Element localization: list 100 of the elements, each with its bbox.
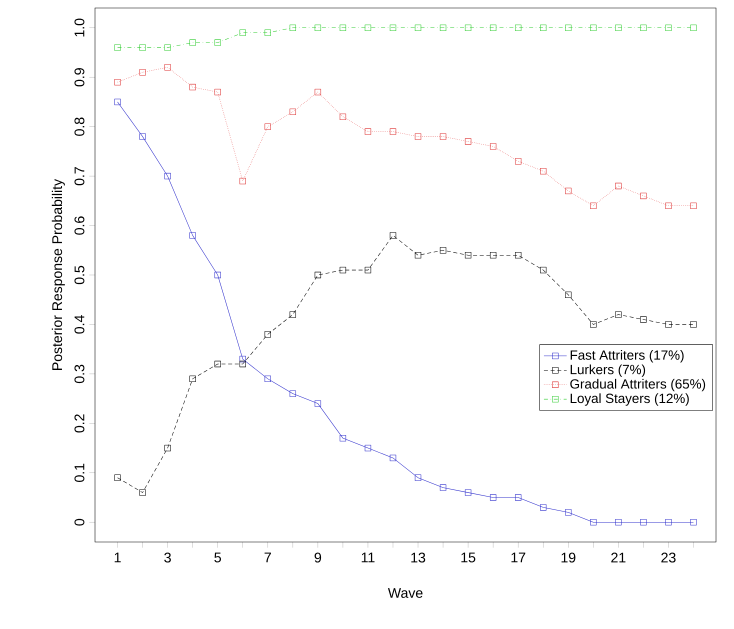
point xyxy=(290,108,296,116)
point xyxy=(464,489,472,496)
point xyxy=(540,504,546,511)
point xyxy=(590,519,597,526)
point xyxy=(690,321,697,328)
point xyxy=(640,192,647,200)
point xyxy=(314,24,322,31)
point xyxy=(514,24,522,31)
point xyxy=(214,272,221,278)
point xyxy=(290,24,296,31)
y-tick-label: 0 xyxy=(74,518,84,526)
point xyxy=(440,133,446,140)
point xyxy=(565,292,572,298)
point xyxy=(364,24,372,31)
point xyxy=(390,454,396,462)
y-tick-label: 0.2 xyxy=(74,414,84,433)
point xyxy=(189,232,196,239)
point xyxy=(414,252,422,258)
point xyxy=(490,494,496,501)
point xyxy=(565,509,572,516)
x-tick-label: 23 xyxy=(661,552,676,563)
point xyxy=(240,30,246,36)
point xyxy=(490,24,496,31)
point xyxy=(340,24,346,31)
point xyxy=(364,128,372,135)
point xyxy=(214,88,221,96)
point xyxy=(464,24,472,31)
point xyxy=(565,24,572,31)
point xyxy=(264,30,271,36)
point xyxy=(665,24,672,31)
point xyxy=(665,321,672,328)
x-tick-label: 1 xyxy=(114,552,121,562)
point xyxy=(615,24,622,31)
point xyxy=(540,266,546,274)
point xyxy=(440,247,446,254)
y-axis-title: Posterior Response Probability xyxy=(52,178,65,370)
point xyxy=(164,172,171,180)
legend-label: Loyal Stayers (12%) xyxy=(570,393,689,406)
point xyxy=(164,444,171,452)
point xyxy=(440,484,446,491)
point xyxy=(590,24,597,31)
point xyxy=(314,272,322,278)
x-tick-label: 13 xyxy=(411,552,426,563)
point xyxy=(514,158,522,164)
x-tick-label: 11 xyxy=(362,552,375,562)
point xyxy=(464,138,472,145)
point xyxy=(390,232,396,239)
point xyxy=(414,24,422,31)
point xyxy=(314,400,322,407)
point xyxy=(490,252,496,258)
x-tick-label: 7 xyxy=(264,552,271,562)
point xyxy=(514,494,522,501)
point xyxy=(139,133,146,140)
point xyxy=(690,519,697,526)
point xyxy=(340,266,346,274)
legend-label: Fast Attriters (17%) xyxy=(570,350,684,362)
point xyxy=(414,474,422,481)
point xyxy=(114,78,121,86)
point xyxy=(264,331,271,338)
point xyxy=(540,24,546,31)
point xyxy=(490,143,496,150)
point xyxy=(364,444,372,452)
point xyxy=(214,39,221,46)
point xyxy=(690,202,697,209)
x-tick-label: 17 xyxy=(511,552,526,562)
y-tick-label: 0.6 xyxy=(74,216,84,235)
x-axis-title: Wave xyxy=(388,588,423,598)
point xyxy=(364,266,372,274)
y-tick-label: 0.3 xyxy=(74,364,84,384)
legend-label: Gradual Attriters (65%) xyxy=(570,378,706,392)
point xyxy=(139,69,146,76)
point xyxy=(590,321,597,328)
point xyxy=(665,519,672,526)
point xyxy=(164,44,171,51)
point xyxy=(615,519,622,526)
point xyxy=(340,434,346,442)
point xyxy=(214,360,221,368)
point xyxy=(189,39,196,46)
point xyxy=(164,64,171,71)
point xyxy=(615,311,622,318)
y-tick-label: 0.1 xyxy=(74,464,84,482)
point xyxy=(615,182,622,190)
point xyxy=(114,44,121,51)
y-tick-label: 0.5 xyxy=(74,266,84,284)
x-tick-label: 9 xyxy=(314,552,322,563)
legend-label: Lurkers (7%) xyxy=(570,364,646,377)
point xyxy=(139,489,146,496)
point xyxy=(264,123,271,130)
x-tick-label: 21 xyxy=(611,552,626,562)
point xyxy=(290,311,296,318)
point xyxy=(390,128,396,135)
point xyxy=(414,133,422,140)
y-tick-label: 0.7 xyxy=(74,167,84,186)
point xyxy=(189,376,196,382)
point xyxy=(540,168,546,174)
point xyxy=(590,202,597,209)
x-tick-label: 5 xyxy=(214,552,221,562)
y-tick-label: 0.9 xyxy=(74,68,84,86)
x-tick-label: 15 xyxy=(461,552,476,562)
point xyxy=(514,252,522,258)
